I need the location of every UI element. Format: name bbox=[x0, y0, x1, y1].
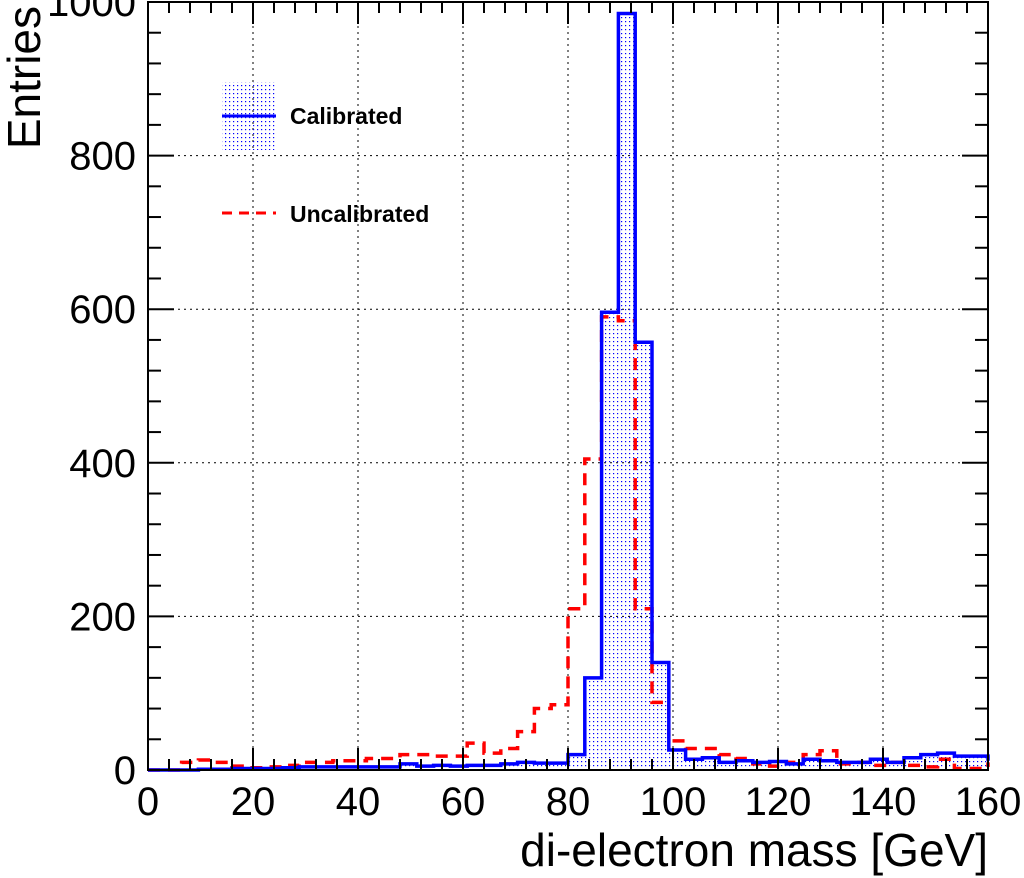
calibrated-bin bbox=[786, 763, 804, 770]
x-tick-label: 40 bbox=[336, 780, 381, 824]
x-tick-label: 0 bbox=[137, 780, 159, 824]
x-tick-label: 60 bbox=[441, 780, 486, 824]
calibrated-bin bbox=[618, 13, 636, 770]
calibrated-bin bbox=[887, 762, 904, 770]
calibrated-bin bbox=[450, 766, 468, 770]
x-tick-label: 100 bbox=[640, 780, 707, 824]
y-tick-label: 600 bbox=[69, 288, 136, 332]
x-tick-label: 20 bbox=[231, 780, 276, 824]
x-axis-title: di-electron mass [GeV] bbox=[520, 824, 988, 876]
calibrated-bin bbox=[971, 756, 988, 770]
calibrated-bin bbox=[534, 763, 552, 770]
calibrated-bin bbox=[551, 763, 568, 770]
y-tick-label: 1000 bbox=[47, 0, 136, 25]
calibrated-bin bbox=[601, 312, 619, 770]
calibrated-bin bbox=[400, 763, 417, 770]
calibrated-bin bbox=[752, 762, 770, 770]
axes: 0 20 40 60 80 100 120 140 160 0 200 400 600 800 1000 bbox=[47, 0, 1021, 824]
calibrated-bin bbox=[820, 760, 837, 770]
x-tick-label: 140 bbox=[850, 780, 917, 824]
calibrated-bin bbox=[467, 765, 484, 770]
calibrated-bin bbox=[719, 762, 736, 770]
calibrated-bin bbox=[652, 662, 669, 770]
x-tick-label: 80 bbox=[546, 780, 591, 824]
x-tick-label: 120 bbox=[745, 780, 812, 824]
y-tick-label: 200 bbox=[69, 595, 136, 639]
y-tick-label: 800 bbox=[69, 135, 136, 179]
calibrated-bin bbox=[702, 757, 720, 770]
legend-uncalibrated-label: Uncalibrated bbox=[290, 201, 429, 227]
uncalibrated-series-line bbox=[148, 315, 990, 772]
legend: Calibrated Uncalibrated bbox=[222, 82, 429, 227]
calibrated-bin bbox=[484, 765, 501, 770]
y-tick-label: 0 bbox=[114, 749, 136, 793]
calibrated-bin bbox=[836, 762, 854, 770]
calibrated-bin bbox=[500, 763, 518, 770]
calibrated-bin bbox=[668, 750, 686, 770]
calibrated-bin bbox=[803, 759, 820, 770]
y-tick-label: 400 bbox=[69, 442, 136, 486]
calibrated-bin bbox=[736, 760, 753, 770]
calibrated-bin bbox=[416, 766, 434, 770]
calibrated-bin bbox=[635, 342, 652, 770]
series-layer bbox=[148, 11, 990, 772]
calibrated-series-line bbox=[148, 11, 990, 772]
legend-calibrated-label: Calibrated bbox=[290, 103, 402, 129]
y-axis-title: Entries bbox=[0, 6, 50, 149]
calibrated-bin bbox=[568, 754, 585, 770]
calibrated-bin bbox=[584, 677, 602, 770]
x-tick-label: 160 bbox=[955, 780, 1022, 824]
